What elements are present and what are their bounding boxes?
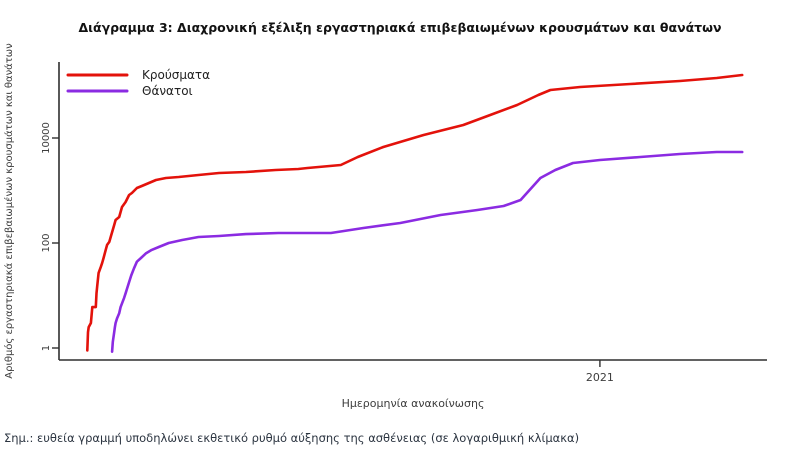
legend-label-cases: Κρούσματα <box>142 68 210 82</box>
x-tick-label: 2021 <box>586 371 614 384</box>
x-axis-title: Ημερομηνία ανακοίνωσης <box>342 397 485 410</box>
cases-line <box>86 73 744 352</box>
chart-title: Διάγραμμα 3: Διαχρονική εξέλιξη εργαστηρ… <box>78 20 722 35</box>
legend-label-deaths: Θάνατοι <box>142 84 193 98</box>
deaths-line <box>110 150 744 354</box>
y-tick-label: 100 <box>41 233 52 252</box>
y-axis-title: Αριθμός εργαστηριακά επιβεβαιωμένων κρου… <box>3 43 15 379</box>
y-tick-label: 10000 <box>41 122 52 154</box>
footnote: Σημ.: ευθεία γραμμή υποδηλώνει εκθετικό … <box>4 431 580 445</box>
y-tick-label: 1 <box>41 345 52 351</box>
